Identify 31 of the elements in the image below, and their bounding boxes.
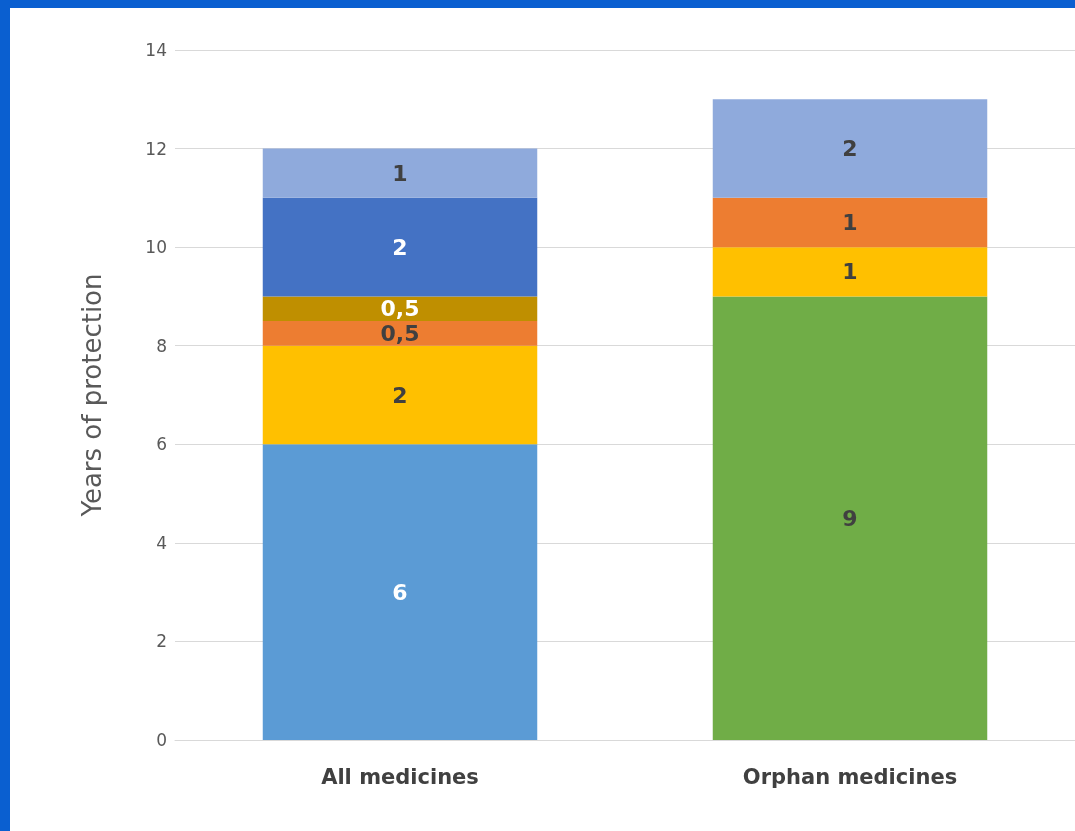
data-label: 1 bbox=[842, 210, 858, 235]
data-label: 6 bbox=[392, 579, 408, 605]
x-tick-label: Orphan medicines bbox=[742, 764, 958, 789]
data-label: 9 bbox=[842, 505, 858, 531]
y-axis-title: Years of protection bbox=[77, 273, 107, 518]
bar bbox=[712, 99, 988, 198]
bar bbox=[712, 197, 988, 248]
data-label: 2 bbox=[392, 234, 408, 260]
y-tick-label: 6 bbox=[156, 434, 167, 455]
data-label: 0,5 bbox=[380, 320, 420, 346]
bar bbox=[262, 148, 538, 198]
y-tick-label: 12 bbox=[145, 138, 167, 159]
bar bbox=[262, 345, 538, 445]
bar bbox=[262, 444, 538, 740]
x-tick-label: All medicines bbox=[321, 764, 479, 789]
data-label: 1 bbox=[842, 259, 858, 285]
bar bbox=[262, 296, 538, 322]
y-tick-label: 10 bbox=[145, 237, 167, 258]
y-tick-label: 8 bbox=[156, 335, 167, 356]
data-label: 2 bbox=[392, 382, 408, 408]
bar bbox=[262, 321, 538, 346]
bar bbox=[712, 247, 988, 297]
data-label: 1 bbox=[392, 160, 408, 186]
data-label: 0,5 bbox=[380, 296, 420, 322]
y-tick-label: 4 bbox=[156, 532, 167, 553]
y-tick-label: 2 bbox=[156, 631, 167, 652]
y-tick-label: 0 bbox=[156, 730, 167, 750]
y-tick-label: 14 bbox=[145, 40, 167, 60]
data-label: 2 bbox=[842, 136, 858, 162]
bar bbox=[712, 296, 988, 740]
bar bbox=[262, 197, 538, 297]
